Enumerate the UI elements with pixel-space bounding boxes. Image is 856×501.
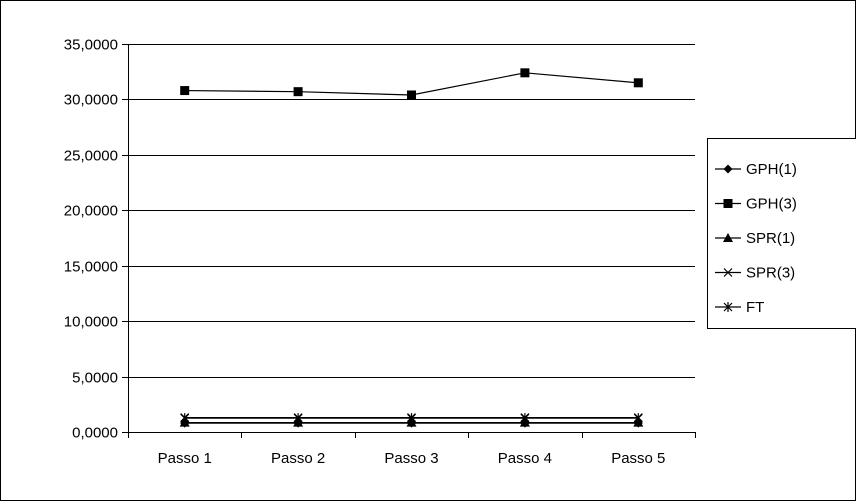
axes: 0,0000 5,0000 10,0000 15,0000 20,0000 25,0000… [64, 37, 696, 467]
x-tick-label: Passo 2 [271, 450, 325, 467]
x-tick-label: Passo 5 [611, 450, 665, 467]
legend-marker [723, 233, 733, 242]
data-point [407, 413, 416, 424]
series-GPH(3) [180, 68, 643, 100]
data-point [520, 413, 530, 424]
gridlines [128, 44, 695, 378]
x-tick-label: Passo 3 [384, 450, 438, 467]
legend-entry: FT [715, 299, 764, 316]
legend-entry: SPR(3) [715, 265, 795, 282]
y-tick-label: 30,0000 [64, 92, 118, 109]
data-point [633, 78, 643, 88]
x-tick-label: Passo 4 [498, 450, 552, 467]
data-point [407, 90, 416, 100]
legend-box [707, 138, 856, 329]
y-tick-label: 15,0000 [64, 259, 118, 276]
y-tick-label: 10,0000 [64, 314, 118, 331]
legend-marker [723, 199, 733, 208]
data-point [293, 413, 303, 424]
y-tick-label: 20,0000 [64, 203, 118, 220]
y-tick-label: 5,0000 [72, 370, 118, 387]
y-tick-label: 0,0000 [72, 425, 118, 442]
data-point [293, 87, 303, 97]
legend-entry: GPH(3) [715, 196, 797, 213]
legend-entry: SPR(1) [715, 230, 795, 247]
y-tick-label: 25,0000 [64, 148, 118, 165]
series-lines [179, 68, 644, 428]
legend-entry: GPH(1) [715, 161, 797, 178]
legend: GPH(1) GPH(3) SPR(1) SPR(3) FT [707, 138, 856, 329]
legend-marker [723, 302, 733, 312]
data-point [180, 413, 190, 424]
data-point [633, 413, 643, 424]
y-tick-label: 35,0000 [64, 37, 118, 54]
legend-label: SPR(1) [746, 230, 795, 247]
x-tick-label: Passo 1 [158, 450, 212, 467]
data-point [520, 68, 530, 78]
data-point [180, 86, 190, 96]
legend-label: FT [746, 299, 764, 316]
legend-label: SPR(3) [746, 265, 795, 282]
series-FT [180, 413, 643, 424]
legend-label: GPH(3) [746, 196, 797, 213]
legend-marker [723, 164, 733, 174]
legend-label: GPH(1) [746, 161, 797, 178]
legend-marker [723, 268, 733, 277]
